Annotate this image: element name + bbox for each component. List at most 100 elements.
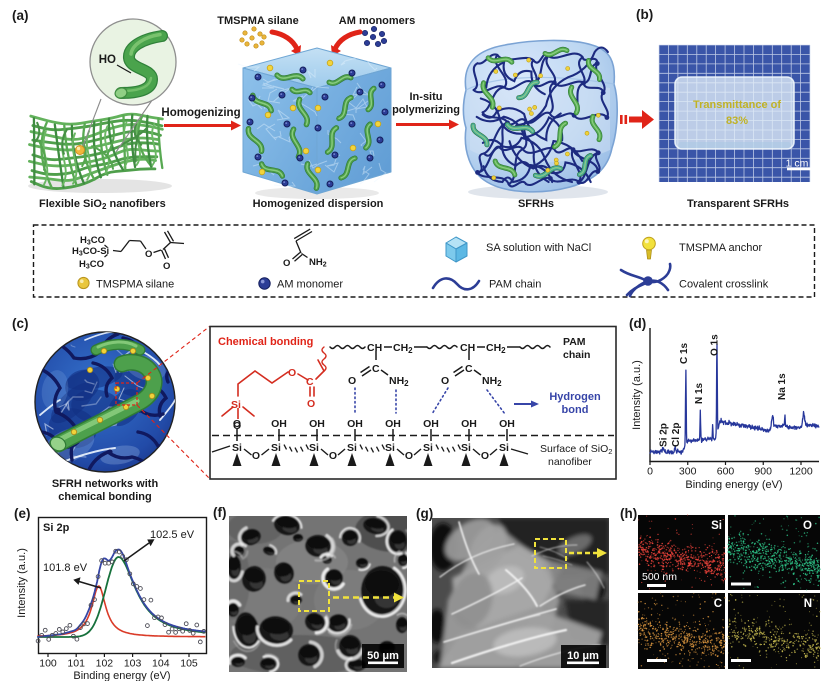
svg-text:CH: CH	[460, 342, 475, 354]
svg-text:HO: HO	[99, 54, 116, 66]
svg-text:CH2: CH2	[486, 342, 506, 355]
svg-text:chemical bonding: chemical bonding	[58, 491, 152, 503]
svg-text:Si: Si	[309, 442, 319, 454]
svg-text:O: O	[803, 520, 812, 532]
svg-text:C: C	[306, 376, 314, 388]
svg-text:Si: Si	[461, 442, 471, 454]
svg-text:Chemical bonding: Chemical bonding	[218, 336, 313, 348]
svg-text:0: 0	[647, 466, 653, 478]
svg-text:1 cm: 1 cm	[786, 158, 809, 170]
svg-text:C 1s: C 1s	[679, 342, 690, 364]
svg-text:Si: Si	[232, 442, 242, 454]
svg-text:Si 2p: Si 2p	[43, 522, 70, 534]
svg-text:O: O	[233, 420, 241, 432]
svg-text:CH: CH	[367, 342, 382, 354]
svg-text:TMSPMA silane: TMSPMA silane	[96, 279, 174, 291]
svg-text:NH2: NH2	[309, 257, 327, 269]
svg-text:Si 2p: Si 2p	[659, 423, 670, 447]
svg-text:O: O	[283, 258, 290, 269]
svg-text:(b): (b)	[636, 7, 653, 22]
svg-text:O: O	[233, 418, 241, 430]
svg-text:Cl 2p: Cl 2p	[671, 423, 682, 447]
svg-text:Binding energy (eV): Binding energy (eV)	[73, 670, 170, 681]
svg-text:bond: bond	[562, 404, 589, 416]
svg-text:83%: 83%	[726, 115, 748, 127]
svg-text:101.8 eV: 101.8 eV	[43, 562, 88, 574]
svg-text:H3CO-Si: H3CO-Si	[72, 246, 109, 258]
svg-text:O: O	[145, 249, 152, 260]
svg-text:PAM: PAM	[563, 336, 586, 348]
svg-text:102.5 eV: 102.5 eV	[150, 529, 195, 541]
svg-text:CH2: CH2	[393, 342, 413, 355]
svg-text:OH: OH	[271, 418, 287, 430]
svg-text:600: 600	[717, 466, 735, 478]
svg-text:(a): (a)	[12, 8, 29, 23]
svg-text:AM monomers: AM monomers	[339, 15, 415, 27]
svg-text:103: 103	[124, 658, 142, 670]
svg-text:N 1s: N 1s	[694, 382, 705, 404]
svg-text:Hydrogen: Hydrogen	[549, 391, 601, 403]
svg-text:OH: OH	[385, 418, 401, 430]
svg-text:Si: Si	[499, 442, 509, 454]
svg-text:OH: OH	[423, 418, 439, 430]
svg-text:Flexible SiO2 nanofibers: Flexible SiO2 nanofibers	[39, 198, 166, 211]
svg-text:O: O	[329, 450, 337, 462]
svg-text:C: C	[714, 598, 722, 610]
svg-text:In-situ: In-situ	[410, 91, 443, 103]
svg-text:Si: Si	[423, 442, 433, 454]
svg-text:(f): (f)	[213, 505, 227, 520]
svg-text:Intensity (a.u.): Intensity (a.u.)	[16, 548, 28, 618]
svg-text:(g): (g)	[416, 506, 433, 521]
svg-text:O: O	[252, 450, 260, 462]
svg-text:O: O	[481, 450, 489, 462]
svg-text:N: N	[804, 598, 812, 610]
svg-text:OH: OH	[461, 418, 477, 430]
svg-text:105: 105	[180, 658, 198, 670]
svg-text:chain: chain	[563, 349, 590, 361]
svg-text:OH: OH	[347, 418, 363, 430]
svg-text:nanofiber: nanofiber	[548, 456, 592, 468]
svg-text:OH: OH	[309, 418, 325, 430]
svg-text:TMSPMA silane: TMSPMA silane	[217, 15, 299, 27]
svg-text:Si: Si	[385, 442, 395, 454]
svg-text:C: C	[372, 363, 380, 375]
svg-text:Si: Si	[231, 399, 241, 411]
svg-text:(h): (h)	[620, 506, 637, 521]
svg-text:10 μm: 10 μm	[567, 650, 599, 662]
svg-text:Homogenized dispersion: Homogenized dispersion	[253, 198, 384, 210]
svg-text:100: 100	[39, 658, 57, 670]
svg-text:104: 104	[152, 658, 170, 670]
svg-text:Surface of SiO2: Surface of SiO2	[540, 443, 612, 456]
svg-text:1200: 1200	[789, 466, 813, 478]
svg-text:SFRHs: SFRHs	[518, 198, 554, 210]
svg-text:O: O	[288, 367, 296, 379]
svg-text:NH2: NH2	[389, 375, 409, 388]
svg-text:Si: Si	[271, 442, 281, 454]
svg-text:C: C	[465, 363, 473, 375]
svg-text:102: 102	[96, 658, 114, 670]
svg-text:O: O	[307, 398, 315, 410]
svg-text:O: O	[405, 450, 413, 462]
svg-text:O: O	[348, 375, 356, 387]
svg-text:Transmittance of: Transmittance of	[693, 99, 781, 111]
svg-text:O: O	[163, 261, 170, 272]
svg-text:polymerizing: polymerizing	[392, 104, 460, 116]
svg-text:OH: OH	[499, 418, 515, 430]
svg-text:Na 1s: Na 1s	[777, 373, 788, 400]
svg-text:(e): (e)	[14, 506, 31, 521]
svg-text:300: 300	[679, 466, 697, 478]
svg-text:Covalent crosslink: Covalent crosslink	[679, 279, 769, 291]
svg-text:(d): (d)	[629, 316, 646, 331]
svg-text:(c): (c)	[12, 316, 29, 331]
svg-text:Intensity (a.u.): Intensity (a.u.)	[631, 360, 643, 430]
svg-text:SA solution with NaCl: SA solution with NaCl	[486, 242, 591, 254]
svg-text:O: O	[441, 375, 449, 387]
svg-text:Binding energy (eV): Binding energy (eV)	[685, 479, 782, 491]
svg-text:H3CO: H3CO	[80, 235, 105, 247]
svg-text:Homogenizing: Homogenizing	[161, 107, 240, 119]
svg-text:101: 101	[67, 658, 85, 670]
svg-text:AM monomer: AM monomer	[277, 279, 343, 291]
svg-text:Transparent SFRHs: Transparent SFRHs	[687, 198, 789, 210]
svg-text:SFRH networks with: SFRH networks with	[52, 478, 159, 490]
svg-text:50 μm: 50 μm	[367, 650, 399, 662]
